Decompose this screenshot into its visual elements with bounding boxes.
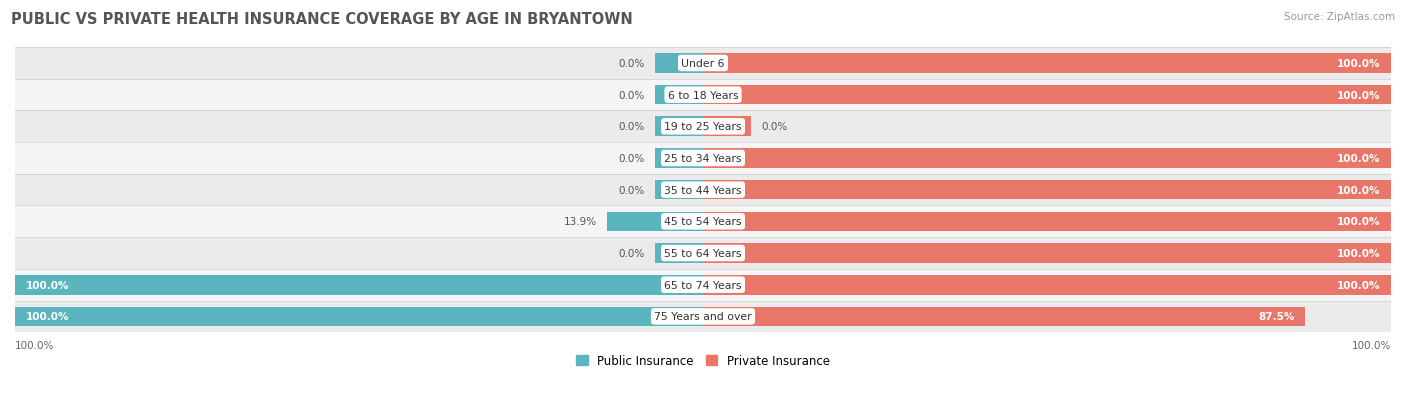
Text: 0.0%: 0.0% — [619, 90, 644, 100]
Text: 13.9%: 13.9% — [564, 217, 598, 227]
Bar — [703, 85, 1391, 105]
Bar — [655, 85, 703, 105]
Bar — [15, 275, 703, 295]
Bar — [15, 143, 1391, 174]
Text: 0.0%: 0.0% — [619, 59, 644, 69]
Text: 0.0%: 0.0% — [762, 122, 787, 132]
Text: Source: ZipAtlas.com: Source: ZipAtlas.com — [1284, 12, 1395, 22]
Text: 100.0%: 100.0% — [1337, 217, 1381, 227]
Bar — [703, 149, 1391, 169]
Text: 75 Years and over: 75 Years and over — [654, 311, 752, 322]
Bar — [15, 301, 1391, 332]
Text: 87.5%: 87.5% — [1258, 311, 1295, 322]
Text: 0.0%: 0.0% — [619, 122, 644, 132]
Text: 100.0%: 100.0% — [1351, 340, 1391, 350]
Text: Under 6: Under 6 — [682, 59, 724, 69]
Text: PUBLIC VS PRIVATE HEALTH INSURANCE COVERAGE BY AGE IN BRYANTOWN: PUBLIC VS PRIVATE HEALTH INSURANCE COVER… — [11, 12, 633, 27]
Bar — [15, 111, 1391, 143]
Text: 100.0%: 100.0% — [1337, 248, 1381, 259]
Bar — [655, 180, 703, 200]
Text: 25 to 34 Years: 25 to 34 Years — [664, 154, 742, 164]
Text: 0.0%: 0.0% — [619, 248, 644, 259]
Text: 100.0%: 100.0% — [15, 340, 55, 350]
Bar — [703, 54, 1391, 74]
Bar — [703, 212, 1391, 232]
Bar — [15, 206, 1391, 237]
Text: 100.0%: 100.0% — [25, 311, 69, 322]
Text: 100.0%: 100.0% — [1337, 185, 1381, 195]
Bar — [15, 269, 1391, 301]
Text: 35 to 44 Years: 35 to 44 Years — [664, 185, 742, 195]
Bar — [703, 307, 1305, 326]
Text: 6 to 18 Years: 6 to 18 Years — [668, 90, 738, 100]
Bar — [703, 117, 751, 137]
Text: 65 to 74 Years: 65 to 74 Years — [664, 280, 742, 290]
Text: 100.0%: 100.0% — [1337, 90, 1381, 100]
Text: 100.0%: 100.0% — [25, 280, 69, 290]
Bar — [655, 149, 703, 169]
Bar — [15, 48, 1391, 80]
Text: 19 to 25 Years: 19 to 25 Years — [664, 122, 742, 132]
Bar — [655, 54, 703, 74]
Text: 100.0%: 100.0% — [1337, 59, 1381, 69]
Text: 0.0%: 0.0% — [619, 185, 644, 195]
Bar — [15, 307, 703, 326]
Bar — [703, 244, 1391, 263]
Text: 55 to 64 Years: 55 to 64 Years — [664, 248, 742, 259]
Text: 100.0%: 100.0% — [1337, 280, 1381, 290]
Bar — [703, 275, 1391, 295]
Bar — [15, 237, 1391, 269]
Text: 0.0%: 0.0% — [619, 154, 644, 164]
Bar — [607, 212, 703, 232]
Bar — [15, 174, 1391, 206]
Text: 100.0%: 100.0% — [1337, 154, 1381, 164]
Text: 45 to 54 Years: 45 to 54 Years — [664, 217, 742, 227]
Bar — [655, 117, 703, 137]
Bar — [703, 180, 1391, 200]
Bar — [15, 80, 1391, 111]
Legend: Public Insurance, Private Insurance: Public Insurance, Private Insurance — [571, 350, 835, 372]
Bar — [655, 244, 703, 263]
